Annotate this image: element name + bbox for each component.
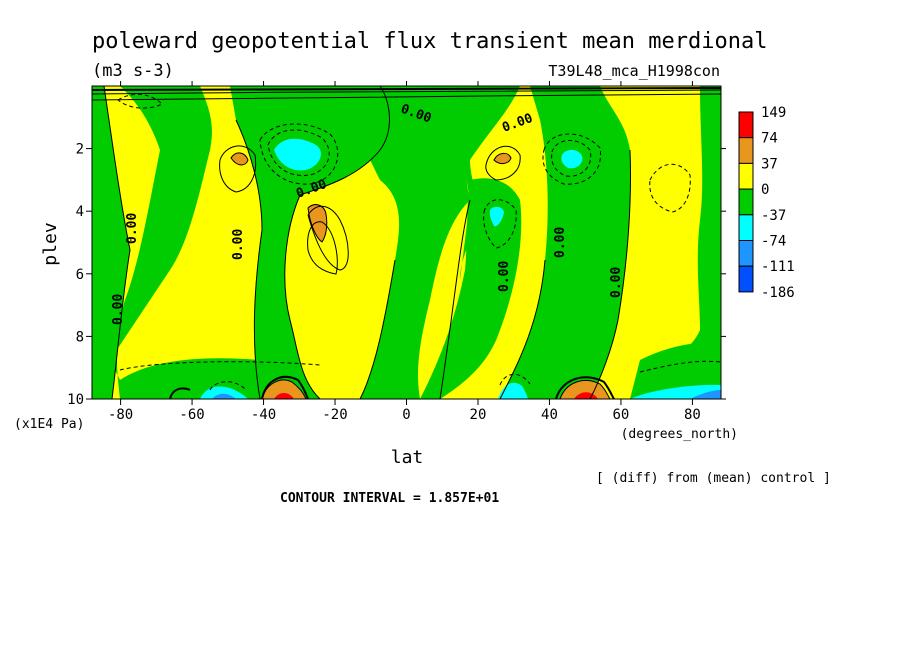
blob-pos-27n [493, 152, 512, 165]
zero-label-8: 0.00 [609, 267, 624, 298]
region-neg-south-mid [110, 86, 320, 399]
x-tick-label-2: -40 [251, 407, 276, 423]
y-tick-label-4: 10 [67, 392, 84, 408]
y-tick-label-0: 2 [76, 142, 84, 158]
contour-lines [92, 86, 721, 399]
zero-label-7: 0.00 [497, 261, 512, 292]
colorbar-label-6: -111 [761, 259, 795, 275]
x-tick-label-7: 60 [613, 407, 630, 423]
colorbar: 149 74 37 0 -37 -74 -111 -186 [738, 105, 795, 301]
colorbar-label-7: -186 [761, 285, 795, 301]
x-axis-title: lat [391, 447, 424, 468]
chart-title: poleward geopotential flux transient mea… [92, 29, 768, 54]
colorbar-label-2: 37 [761, 156, 778, 172]
run-label: T39L48_mca_H1998con [548, 62, 720, 80]
y-axis-title: plev [40, 222, 61, 265]
surface-cyan-30n [498, 382, 528, 399]
zero-label-5: 0.00 [231, 229, 246, 260]
region-neg-polar-north [640, 86, 721, 399]
region-neg-40s [230, 86, 390, 399]
zero-label-9: 0.00 [111, 294, 126, 325]
surface-blue-55s [200, 386, 248, 399]
blob-neg-45n [561, 149, 583, 169]
x-tick-label-3: -20 [322, 407, 347, 423]
x-tick-label-0: -80 [108, 407, 133, 423]
blob-pos-45s [230, 152, 249, 166]
colorbar-label-0: 149 [761, 105, 786, 121]
blob-pos-25s [307, 204, 328, 243]
y-tick-label-2: 6 [76, 267, 84, 283]
contour-interval: CONTOUR INTERVAL = 1.857E+01 [280, 491, 499, 506]
colorbar-label-5: -74 [761, 234, 786, 250]
surface-red-35s [274, 392, 294, 399]
x-tick-label-4: 0 [402, 407, 410, 423]
surface-red-47n [574, 392, 598, 399]
diff-note: [ (diff) from (mean) control ] [596, 471, 831, 486]
region-neg-60n-strip [420, 178, 522, 399]
zero-contour [92, 87, 721, 399]
blob-neg-28n [489, 206, 504, 227]
region-neg-equator [345, 86, 470, 399]
negative-contours [117, 94, 721, 391]
x-tick-label-8: 80 [684, 407, 701, 423]
colorbar-swatch-5 [738, 240, 754, 267]
x-tick-label-1: -60 [179, 407, 204, 423]
zero-label-4: 0.00 [125, 213, 140, 244]
x-tick-label-6: 40 [541, 407, 558, 423]
y-units-label: (x1E4 Pa) [14, 417, 84, 432]
blob-neg-35s [274, 138, 321, 171]
colorbar-swatch-0 [738, 111, 754, 139]
colorbar-swatch-6 [738, 265, 754, 293]
colorbar-swatch-1 [738, 137, 754, 164]
y-axis: 2 4 6 8 10 [67, 142, 726, 408]
surface-orange-35s [261, 379, 307, 399]
x-axis: -80 -60 -40 -20 0 20 40 60 80 [108, 81, 701, 423]
colorbar-swatch-3 [738, 188, 754, 216]
colorbar-swatch-2 [738, 162, 754, 190]
y-tick-label-3: 8 [76, 329, 84, 345]
surface-orange-47n [559, 380, 611, 399]
x-tick-label-5: 20 [470, 407, 487, 423]
region-neg-40n [500, 86, 631, 399]
region-neg-northern-band [630, 343, 721, 399]
colorbar-label-3: 0 [761, 182, 769, 198]
colorbar-label-4: -37 [761, 208, 786, 224]
colorbar-label-1: 74 [761, 131, 778, 147]
y-tick-label-1: 4 [76, 204, 84, 220]
contour-plot [92, 86, 721, 399]
surface-blue-85n [690, 390, 721, 399]
surface-deepblue-50s [212, 393, 236, 399]
zero-label-6: 0.00 [553, 227, 568, 258]
colorbar-swatch-4 [738, 214, 754, 242]
x-units-label: (degrees_north) [621, 427, 738, 442]
chart-units: (m3 s-3) [92, 61, 174, 81]
